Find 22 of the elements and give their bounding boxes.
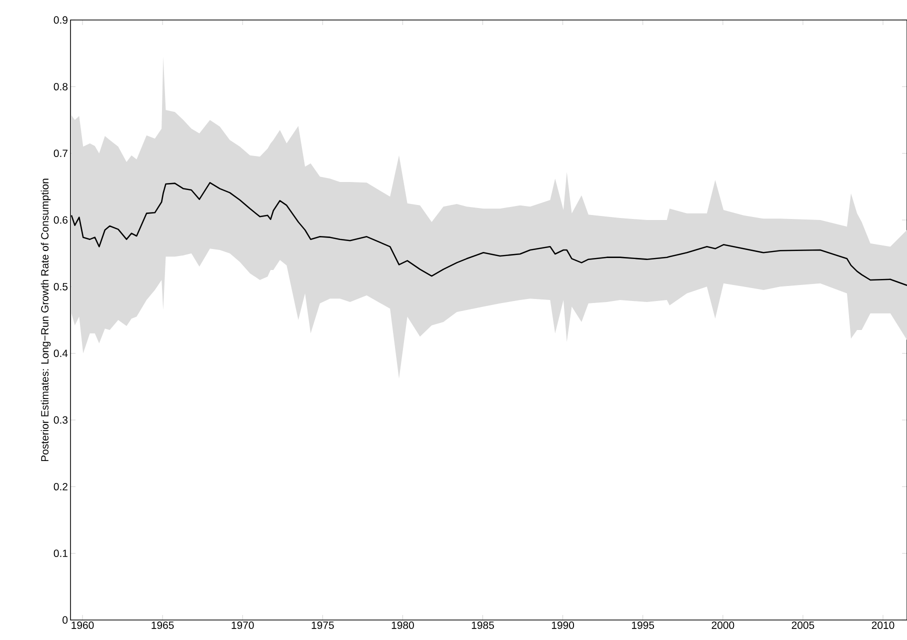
x-tick-label: 2000 — [712, 622, 734, 629]
x-tick-label: 1960 — [72, 622, 94, 629]
y-tick-label: 0 — [62, 616, 68, 624]
y-tick-label: 0.1 — [54, 550, 68, 558]
x-tick-label: 1975 — [312, 622, 334, 629]
y-tick-label: 0.3 — [54, 416, 68, 424]
y-axis-title: Posterior Estimates: Long−Run Growth Rate of Consumption — [40, 178, 51, 462]
x-tick-label: 1970 — [232, 622, 254, 629]
x-tick-label: 1995 — [632, 622, 654, 629]
x-tick-label: 2005 — [792, 622, 814, 629]
x-tick-label: 2010 — [872, 622, 894, 629]
y-tick-label: 0.4 — [54, 350, 68, 358]
y-tick-label: 0.9 — [54, 16, 68, 24]
x-tick-label: 1980 — [392, 622, 414, 629]
x-tick-label: 1965 — [152, 622, 174, 629]
x-tick-label: 1985 — [472, 622, 494, 629]
y-tick-label: 0.8 — [54, 82, 68, 90]
y-tick-label: 0.5 — [54, 282, 68, 290]
y-tick-label: 0.6 — [54, 216, 68, 224]
y-tick-label: 0.7 — [54, 150, 68, 158]
x-tick-label: 1990 — [552, 622, 574, 629]
y-tick-label: 0.2 — [54, 482, 68, 490]
